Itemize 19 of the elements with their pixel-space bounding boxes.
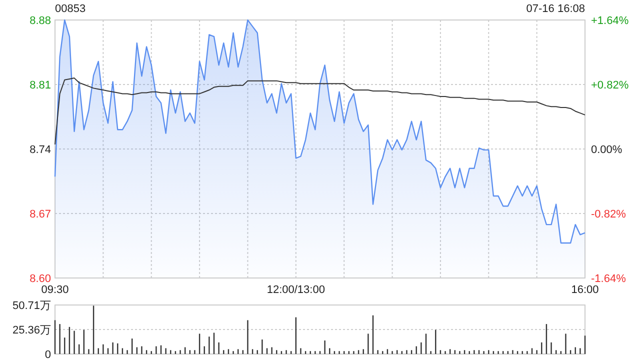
y2-tick-label: 0.00%	[591, 144, 622, 156]
y2-tick-label: -0.82%	[591, 208, 626, 220]
y2-tick-label: -1.64%	[591, 272, 626, 285]
y-tick-label: 8.81	[30, 79, 51, 92]
x-tick-label: 12:00/13:00	[266, 284, 325, 296]
line-series	[54, 78, 586, 145]
text: 07-16 16:08	[526, 3, 585, 15]
y-tick-label: 50.71万	[12, 300, 51, 312]
x-tick-label: 16:00	[571, 284, 599, 296]
y-tick-label: 8.67	[30, 208, 51, 220]
y-tick-label: 0	[44, 348, 51, 360]
y2-tick-label: +1.64%	[591, 14, 629, 27]
x-tick-label: 09:30	[41, 284, 69, 296]
chart-title: 00853	[55, 3, 86, 15]
y-tick-label: 25.36万	[12, 324, 51, 336]
y2-tick-label: +0.82%	[591, 79, 629, 92]
y-tick-label: 8.60	[30, 272, 51, 285]
y-tick-label: 8.88	[30, 14, 51, 27]
y-tick-label: 8.74	[30, 144, 51, 156]
